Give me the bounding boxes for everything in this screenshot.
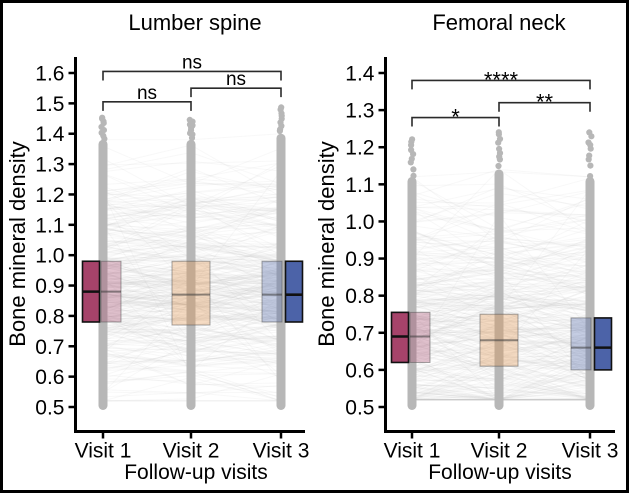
y-tick-label: 1.0 bbox=[345, 211, 374, 234]
outlier-point bbox=[409, 136, 416, 143]
y-tick-label: 1.0 bbox=[35, 245, 64, 268]
x-category-label: Visit 3 bbox=[562, 440, 619, 463]
significance-bracket bbox=[411, 116, 500, 127]
y-tick-label: 0.7 bbox=[35, 336, 64, 359]
points-strip-visit-3 bbox=[585, 176, 595, 410]
significance-bracket bbox=[102, 70, 282, 81]
significance-bracket bbox=[498, 101, 591, 112]
outlier-point bbox=[278, 104, 285, 111]
outlier-point bbox=[587, 162, 594, 169]
y-tick-label: 0.9 bbox=[35, 275, 64, 298]
y-tick-label: 0.6 bbox=[345, 359, 374, 382]
points-strip-visit-2 bbox=[186, 139, 196, 411]
y-tick-label: 1.3 bbox=[35, 154, 64, 177]
outlier-point bbox=[585, 139, 592, 146]
x-axis-label-right: Follow-up visits bbox=[428, 461, 572, 484]
outlier-point bbox=[586, 129, 593, 136]
y-tick-label: 0.6 bbox=[35, 366, 64, 389]
significance-label: * bbox=[451, 105, 460, 130]
points-strip-visit-1 bbox=[407, 176, 417, 410]
significance-label: ** bbox=[536, 90, 554, 115]
outlier-point bbox=[408, 155, 415, 162]
box-solid-visit-3 bbox=[593, 317, 613, 371]
y-tick-label: 0.8 bbox=[35, 305, 64, 328]
points-strip-visit-2 bbox=[494, 169, 504, 410]
significance-label: ns bbox=[226, 69, 246, 90]
box-solid-visit-3 bbox=[284, 260, 304, 323]
y-tick-label: 0.8 bbox=[345, 285, 374, 308]
outlier-point bbox=[408, 146, 415, 154]
x-category-label: Visit 1 bbox=[384, 440, 441, 463]
y-tick-label: 1.4 bbox=[35, 123, 65, 146]
x-category-label: Visit 2 bbox=[471, 440, 528, 463]
y-tick-label: 1.4 bbox=[345, 63, 375, 86]
y-tick-label: 0.5 bbox=[345, 397, 374, 420]
y-tick-label: 0.5 bbox=[35, 397, 64, 420]
significance-label: **** bbox=[484, 67, 519, 92]
outlier-point bbox=[495, 129, 502, 136]
y-tick-label: 0.7 bbox=[345, 322, 374, 345]
outlier-point bbox=[186, 116, 193, 123]
points-strip-visit-1 bbox=[98, 139, 108, 411]
significance-label: ns bbox=[137, 83, 157, 104]
significance-bracket bbox=[190, 87, 282, 98]
outlier-point bbox=[496, 135, 504, 143]
panel-2: 1.4 1.3 1.2 1.1 1.0 0.9 0.8 0.7 0.6 0.5 Visit 1 Vis… bbox=[345, 57, 618, 463]
y-axis-label-left: Bone mineral density bbox=[5, 141, 30, 347]
outlier-point bbox=[495, 162, 502, 170]
x-category-label: Visit 2 bbox=[163, 440, 220, 463]
x-category-label: Visit 3 bbox=[253, 440, 310, 463]
panel-title-lumber-spine: Lumber spine bbox=[128, 10, 262, 35]
outlier-point bbox=[587, 173, 594, 180]
y-tick-label: 1.1 bbox=[35, 214, 64, 237]
panel-1: 1.6 1.5 1.4 1.3 1.2 1.1 1.0 0.9 0.8 0.7 0.6 0.5 Visi… bbox=[35, 52, 309, 462]
points-strip-visit-3 bbox=[276, 133, 286, 410]
y-tick-label: 0.9 bbox=[345, 248, 374, 271]
x-category-label: Visit 1 bbox=[75, 440, 132, 463]
outlier-point bbox=[410, 172, 417, 179]
y-tick-label: 1.2 bbox=[35, 184, 64, 207]
significance-bracket bbox=[411, 79, 591, 90]
y-axis-label-right: Bone mineral density bbox=[314, 141, 339, 347]
outlier-point bbox=[99, 114, 106, 121]
significance-label: ns bbox=[182, 52, 202, 73]
y-tick-label: 1.2 bbox=[345, 137, 374, 160]
outlier-point bbox=[586, 152, 593, 159]
significance-bracket bbox=[102, 101, 192, 111]
x-axis-label-left: Follow-up visits bbox=[124, 461, 268, 484]
panel-title-femoral-neck: Femoral neck bbox=[432, 10, 566, 35]
outlier-point bbox=[496, 145, 503, 152]
y-tick-label: 1.3 bbox=[345, 100, 374, 123]
y-tick-label: 1.1 bbox=[345, 174, 374, 197]
box-overlay-visit-3 bbox=[261, 260, 283, 323]
y-tick-label: 1.5 bbox=[35, 93, 64, 116]
outlier-point bbox=[410, 166, 417, 173]
box-overlay-visit-2 bbox=[171, 260, 211, 326]
y-tick-label: 1.6 bbox=[35, 63, 64, 86]
box-overlay-visit-3 bbox=[570, 317, 592, 371]
